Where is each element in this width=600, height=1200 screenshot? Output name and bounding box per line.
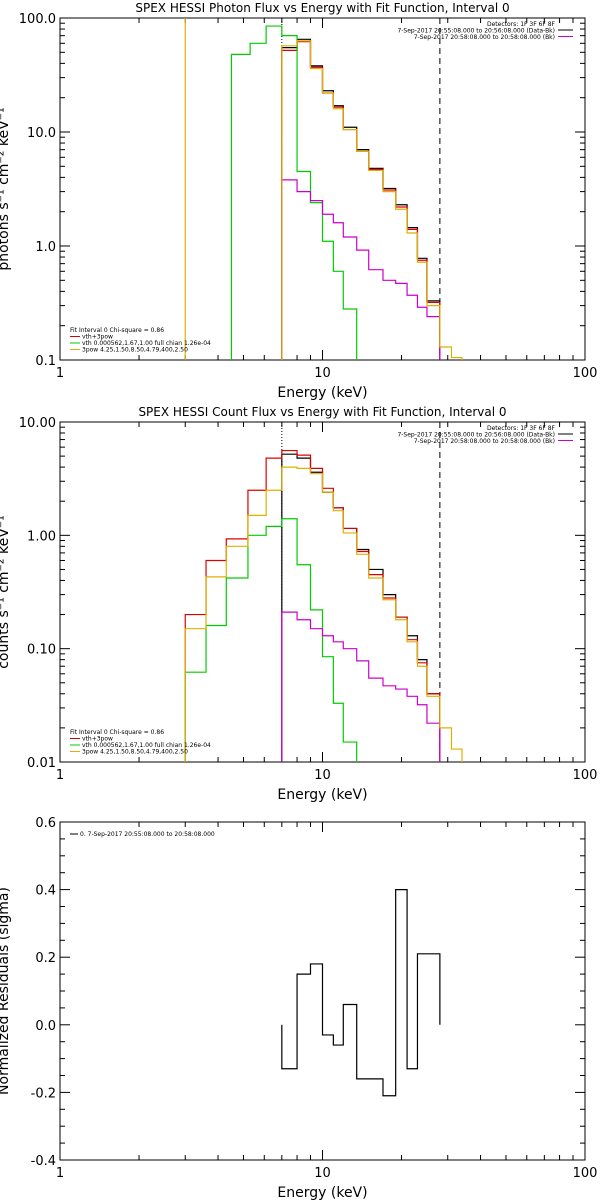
- y-tick-label: 10.0: [27, 126, 56, 141]
- x-tick-label: 10: [314, 1166, 331, 1181]
- series-group: [281, 889, 441, 1097]
- y-tick-label: -0.4: [31, 1154, 56, 1169]
- series-total: [281, 40, 463, 360]
- y-tick-label: 0.4: [35, 884, 56, 899]
- panel-title: SPEX HESSI Photon Flux vs Energy with Fi…: [135, 1, 509, 15]
- series-data: [281, 38, 441, 360]
- y-tick-label: 0.01: [27, 756, 56, 771]
- x-tick-label: 10: [314, 768, 331, 783]
- y-tick-label: 1.00: [27, 529, 56, 544]
- x-tick-label: 100: [573, 366, 598, 381]
- y-tick-label: 0.2: [35, 951, 56, 966]
- series-vth+3pow: [184, 449, 441, 762]
- series-3pow: [281, 611, 441, 762]
- legend-entry: 3pow 4.25,1.50,8.50,4.79,400,2.50: [82, 347, 188, 354]
- y-tick-label: 10.00: [19, 416, 56, 431]
- x-axis-label: Energy (keV): [277, 787, 367, 803]
- series-group: [230, 25, 463, 360]
- x-axis-label: Energy (keV): [277, 1185, 367, 1200]
- info-line: 7-Sep-2017 20:58:08.000 to 20:58:08.000 …: [414, 34, 555, 41]
- panel-title: SPEX HESSI Count Flux vs Energy with Fit…: [138, 405, 506, 419]
- legend-entry: vth+3pow: [82, 334, 113, 341]
- y-tick-label: 0.6: [35, 816, 56, 831]
- x-tick-label: 1: [56, 1166, 64, 1181]
- series-vth+3pow: [281, 41, 441, 360]
- info-line: 7-Sep-2017 20:55:08.000 to 20:56:08.000 …: [397, 28, 555, 35]
- series-vth: [184, 518, 358, 762]
- y-tick-label: -0.2: [31, 1086, 56, 1101]
- x-tick-label: 10: [314, 366, 331, 381]
- info-line: 7-Sep-2017 20:55:08.000 to 20:56:08.000 …: [397, 432, 555, 439]
- x-axis-label: Energy (keV): [277, 385, 367, 401]
- x-tick-label: 1: [56, 366, 64, 381]
- series-residuals: [281, 889, 441, 1097]
- y-tick-label: 1.0: [35, 240, 56, 255]
- legend-entry: vth 0.000562,1.67,1.00 full chian 1.26e-…: [82, 742, 211, 749]
- y-tick-label: 0.1: [35, 354, 56, 369]
- x-tick-label: 1: [56, 768, 64, 783]
- info-line: Detectors: 1F 3F 6F 8F: [487, 21, 556, 28]
- y-axis-label: Normalized Residuals (sigma): [0, 887, 12, 1095]
- y-axis-label: counts s⁻¹ cm⁻² keV⁻¹: [0, 515, 12, 669]
- info-line: Detectors: 1F 3F 6F 8F: [487, 425, 556, 432]
- y-tick-label: 0.0: [35, 1019, 56, 1034]
- series-total: [184, 466, 463, 762]
- legend-entry: vth 0.000562,1.67,1.00 full chian 1.26e-…: [82, 340, 211, 347]
- legend-entry: Fit Interval 0 Chi-square = 0.86: [70, 327, 164, 334]
- info-line: 7-Sep-2017 20:58:08.000 to 20:58:08.000 …: [414, 438, 555, 445]
- y-tick-label: 100.0: [19, 12, 56, 27]
- series-group: [184, 449, 463, 762]
- y-axis-label: photons s⁻¹ cm⁻² keV⁻¹: [0, 107, 12, 270]
- legend-entry: 0. 7-Sep-2017 20:55:08.000 to 20:58:08.0…: [80, 831, 215, 838]
- y-tick-label: 0.10: [27, 643, 56, 658]
- x-tick-label: 100: [573, 1166, 598, 1181]
- legend-entry: vth+3pow: [82, 736, 113, 743]
- legend-entry: 3pow 4.25,1.50,8.50,4.79,400,2.50: [82, 749, 188, 756]
- series-3pow: [281, 179, 441, 360]
- x-tick-label: 100: [573, 768, 598, 783]
- series-vth: [230, 25, 358, 360]
- series-data: [281, 453, 441, 762]
- legend-entry: Fit Interval 0 Chi-square = 0.86: [70, 729, 164, 736]
